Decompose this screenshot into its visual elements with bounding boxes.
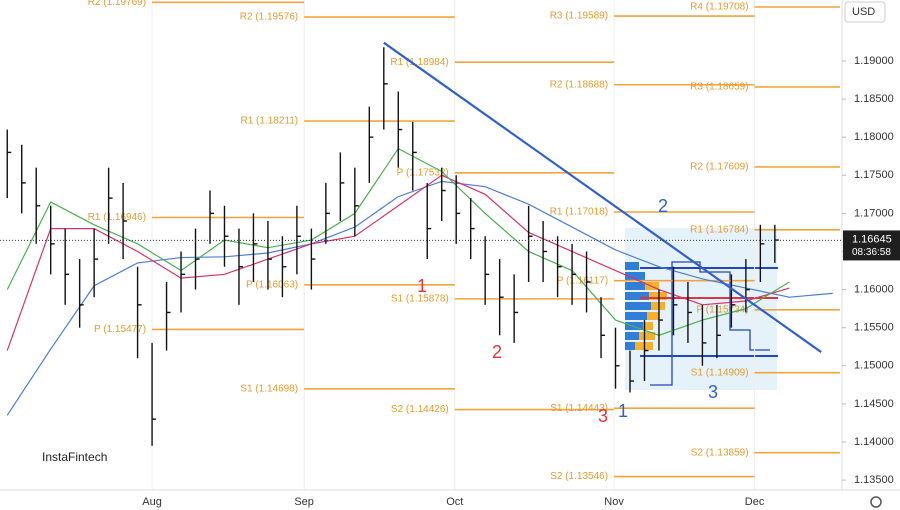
wave-label: 1	[618, 401, 628, 421]
settings-icon[interactable]	[870, 496, 882, 508]
last-time: 08:36:58	[852, 247, 891, 258]
logo: InstaFintech	[42, 450, 107, 464]
pivot-label: S1 (1.14909)	[691, 367, 749, 378]
wave-label: 2	[658, 196, 668, 216]
last-price: 1.16645	[852, 233, 892, 245]
wave-label: 3	[598, 406, 608, 426]
currency-badge[interactable]	[844, 1, 886, 23]
pivot-label: P (1.15734)	[696, 304, 748, 315]
last-price-badge	[843, 230, 900, 261]
pivot-label: P (1.15477)	[94, 324, 146, 335]
pivot-label: S1 (1.14443)	[550, 403, 608, 414]
pivot-label: R1 (1.16784)	[690, 224, 748, 235]
y-tick-label: 1.14500	[854, 398, 894, 410]
y-tick-label: 1.18500	[854, 93, 894, 105]
pivot-label: P (1.17532)	[397, 167, 449, 178]
y-tick-label: 1.15000	[854, 360, 894, 372]
y-tick-label: 1.17000	[854, 207, 894, 219]
pivot-label: P (1.16117)	[557, 275, 608, 286]
pivot-label: R3 (1.19589)	[550, 11, 608, 22]
y-tick-label: 1.16000	[854, 283, 894, 295]
pivot-label: S2 (1.14426)	[391, 404, 449, 415]
pivot-label: R2 (1.17609)	[690, 162, 748, 173]
x-tick-label: Sep	[294, 496, 314, 508]
logo-box	[36, 446, 112, 470]
moving-average	[6, 180, 833, 416]
y-tick-label: 1.15500	[854, 322, 894, 334]
pivot-label: S1 (1.15878)	[391, 294, 449, 305]
pivot-label: S2 (1.13546)	[550, 471, 608, 482]
pivot-label: R4 (1.19708)	[690, 2, 748, 13]
currency: USD	[852, 6, 875, 18]
x-tick-label: Dec	[745, 496, 765, 508]
pivot-label: R1 (1.17018)	[550, 207, 608, 218]
wave-label: 1	[417, 276, 427, 296]
pivot-label: P (1.16063)	[246, 279, 298, 290]
pivot-label: S2 (1.13859)	[691, 447, 749, 458]
pivot-label: R1 (1.16946)	[88, 212, 146, 223]
wave-label: 2	[492, 342, 502, 362]
pivot-label: R3 (1.18659)	[690, 82, 748, 93]
pivot-label: R1 (1.18984)	[390, 57, 448, 68]
pivot-label: R2 (1.18688)	[550, 79, 608, 90]
wave-label: 3	[708, 382, 718, 402]
y-tick-label: 1.19000	[854, 55, 894, 67]
y-tick-label: 1.13500	[854, 474, 894, 486]
x-tick-label: Oct	[446, 496, 463, 508]
x-tick-label: Aug	[142, 496, 162, 508]
plot: R2 (1.19769) R1 (1.16946) P (1.15477) R2 (1…	[0, 0, 842, 490]
pivot-label: R2 (1.19769)	[88, 0, 146, 8]
x-tick-label: Nov	[604, 496, 624, 508]
trendline	[383, 41, 822, 353]
pivot-label: R2 (1.19576)	[240, 12, 298, 23]
y-tick-label: 1.14000	[854, 436, 894, 448]
y-tick-label: 1.18000	[854, 131, 894, 143]
pivot-label: R1 (1.18211)	[240, 116, 298, 127]
pivot-label: S1 (1.14698)	[240, 383, 298, 394]
moving-average	[6, 174, 790, 351]
y-tick-label: 1.17500	[854, 169, 894, 181]
